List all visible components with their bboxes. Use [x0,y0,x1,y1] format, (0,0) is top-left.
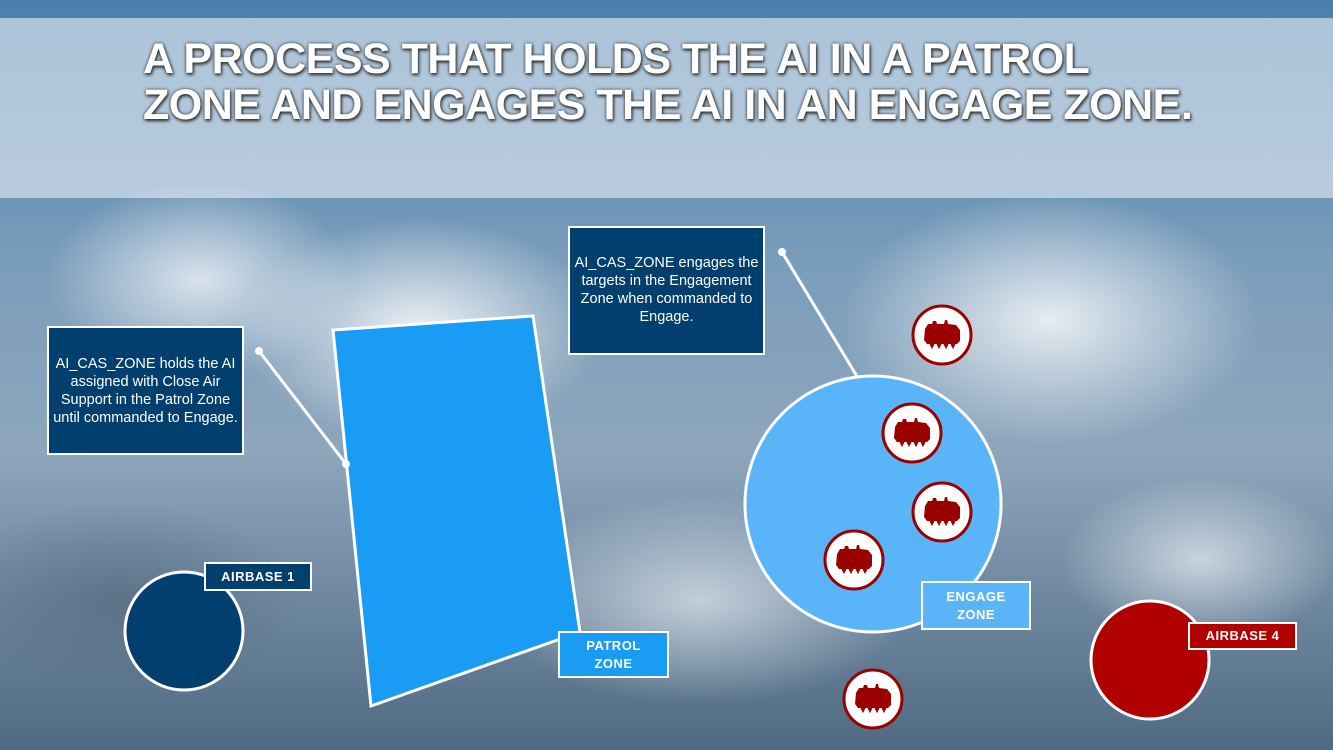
engage-callout: AI_CAS_ZONE engages the targets in the E… [568,226,765,355]
patrol-callout: AI_CAS_ZONE holds the AI assigned with C… [47,326,244,455]
engage-callout-dot [778,248,786,256]
patrol-callout-line [257,350,348,465]
airbase-4-label: AIRBASE 4 [1188,622,1297,650]
target-1 [911,304,973,366]
engage-callout-line [780,251,860,379]
title-band [0,18,1333,198]
patrol-callout-dot [255,347,263,355]
slide-title: A PROCESS THAT HOLDS THE AI IN A PATROL … [143,35,1193,129]
patrol-zone [331,314,582,709]
target-4 [823,529,885,591]
airbase-4 [1089,599,1211,721]
airbase-1-label: AIRBASE 1 [204,562,312,591]
target-2 [881,402,943,464]
patrol-zone-label: PATROL ZONE [558,631,669,678]
target-5 [842,668,904,730]
patrol-anchor-dot [342,460,350,468]
airbase-1 [123,570,245,692]
target-3 [911,481,973,543]
engage-zone-label: ENGAGE ZONE [921,581,1031,630]
